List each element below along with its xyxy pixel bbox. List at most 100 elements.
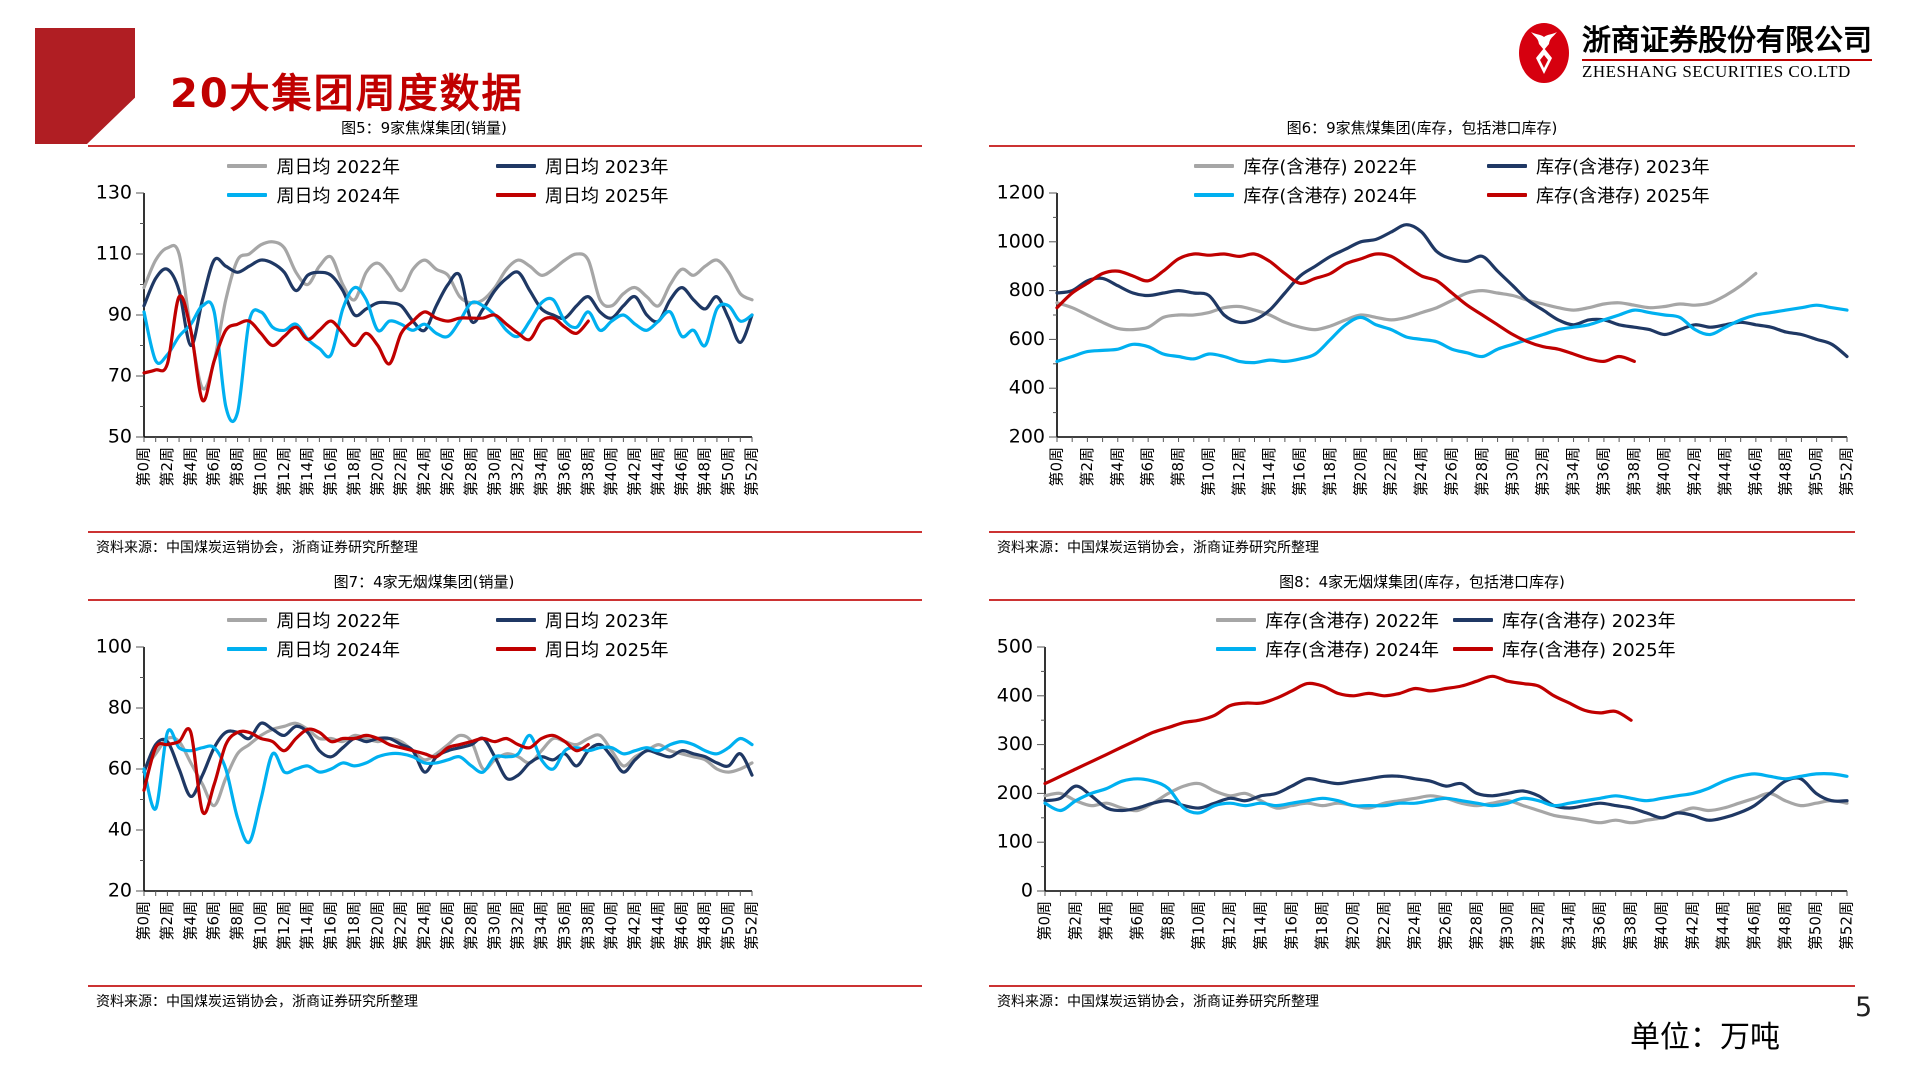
x-tick-label: 第10周 (1199, 447, 1217, 496)
chart-legend: 库存(含港存) 2022年 库存(含港存) 2023年 库存(含港存) 2024年 库… (1045, 607, 1847, 662)
tick-marks (1049, 192, 1848, 442)
figure-panel-6: 图6：9家焦煤集团(库存，包括港口库存) 库存(含港存) 2022年 库存(含港存… (989, 112, 1856, 557)
legend-item: 周日均 2022年 (227, 607, 400, 633)
legend-label: 周日均 2025年 (545, 640, 669, 661)
chart-legend: 周日均 2022年 周日均 2023年 周日均 2024年 周日均 2025年 (144, 607, 752, 662)
x-tick-label: 第50周 (1807, 447, 1825, 496)
x-tick-label: 第26周 (439, 901, 457, 950)
y-tick-label: 80 (108, 697, 132, 719)
series-lines (142, 721, 754, 845)
x-tick-label: 第6周 (205, 901, 223, 941)
chart-plot: 507090110130第0周 第2周 第4周 第6周 第8周 第10周 第12周 第14周第… (96, 182, 761, 497)
red-divider (88, 531, 922, 533)
x-tick-label: 第28周 (1467, 901, 1485, 950)
x-tick-label: 第46周 (1745, 901, 1763, 950)
x-tick-label: 第20周 (1344, 901, 1362, 950)
series-line (142, 728, 754, 845)
x-tick-label: 第4周 (181, 901, 199, 941)
x-tick-label: 第40周 (602, 447, 620, 496)
x-tick-label: 第28周 (462, 901, 480, 950)
x-tick-label: 第4周 (1108, 447, 1126, 487)
x-tick-label: 第18周 (345, 447, 363, 496)
tick-marks (136, 646, 753, 896)
x-tick-label: 第44周 (1714, 901, 1732, 950)
x-tick-label: 第6周 (1139, 447, 1157, 487)
logo-name-cn: 浙商证券股份有限公司 (1581, 24, 1872, 57)
y-tick-label: 800 (1009, 279, 1045, 301)
x-tick-label: 第48周 (1777, 447, 1795, 496)
series-lines (142, 240, 754, 423)
x-tick-label: 第0周 (135, 901, 153, 941)
x-tick-label: 第32周 (509, 901, 527, 950)
source-note: 资料来源：中国煤炭运销协会，浙商证券研究所整理 (997, 994, 1319, 1010)
x-tick-label: 第36周 (1591, 901, 1609, 950)
x-tick-label: 第36周 (1594, 447, 1612, 496)
x-tick-label: 第48周 (696, 901, 714, 950)
chart-plot: 0100200300400500第0周 第2周 第4周 第6周 第8周 第10周 第12周第… (997, 636, 1856, 951)
x-tick-label: 第52周 (1838, 901, 1856, 950)
y-tick-label: 100 (997, 831, 1033, 853)
unit-note: 单位：万吨 (1630, 1020, 1780, 1055)
legend-item: 库存(含港存) 2022年 (1216, 607, 1439, 633)
x-tick-label: 第8周 (1159, 901, 1177, 941)
figure-title: 图7：4家无烟煤集团(销量) (333, 573, 515, 591)
series-line (1043, 674, 1633, 786)
legend-swatch (227, 193, 268, 197)
legend-swatch (1194, 193, 1235, 197)
x-tick-label: 第48周 (1776, 901, 1794, 950)
series-line (1055, 223, 1849, 359)
red-divider (989, 145, 1855, 147)
x-tick-label: 第40周 (1655, 447, 1673, 496)
y-tick-label: 60 (108, 758, 132, 780)
x-tick-label: 第22周 (392, 901, 410, 950)
x-tick-label: 第50周 (1807, 901, 1825, 950)
legend-label: 周日均 2022年 (276, 611, 400, 632)
red-divider (989, 599, 1855, 601)
x-tick-label: 第22周 (392, 447, 410, 496)
legend-swatch (1216, 647, 1257, 651)
figure-panel-7: 图7：4家无烟煤集团(销量) 周日均 2022年 周日均 2023年 周日均 202… (88, 566, 922, 1011)
x-tick-label: 第42周 (626, 447, 644, 496)
series-lines (1043, 674, 1849, 825)
x-tick-label: 第52周 (1838, 447, 1856, 496)
line-chart-sales-anthracite: 周日均 2022年 周日均 2023年 周日均 2024年 周日均 2025年 20 40… (88, 607, 761, 985)
tick-marks (136, 192, 753, 442)
legend-item: 周日均 2023年 (496, 153, 669, 179)
legend-item: 库存(含港存) 2023年 (1453, 607, 1676, 633)
y-tick-label: 200 (997, 782, 1033, 804)
axis-labels: 20040060080010001200第0周 第2周 第4周 第6周 第8周 第10周第… (997, 182, 1856, 497)
x-tick-label: 第30周 (1498, 901, 1516, 950)
axis-labels: 0100200300400500第0周 第2周 第4周 第6周 第8周 第10周 第12周第… (997, 636, 1856, 951)
legend-label: 库存(含港存) 2023年 (1502, 611, 1676, 632)
x-tick-label: 第42周 (1686, 447, 1704, 496)
y-tick-label: 300 (997, 733, 1033, 755)
chart-plot: 20040060080010001200第0周 第2周 第4周 第6周 第8周 第10周第… (997, 182, 1856, 497)
axes (143, 647, 752, 892)
x-tick-label: 第38周 (579, 447, 597, 496)
x-tick-label: 第24周 (415, 901, 433, 950)
legend-label: 库存(含港存) 2024年 (1243, 186, 1417, 207)
x-tick-label: 第0周 (135, 447, 153, 487)
source-note: 资料来源：中国煤炭运销协会，浙商证券研究所整理 (997, 540, 1319, 556)
legend-label: 周日均 2025年 (545, 186, 669, 207)
x-tick-label: 第38周 (1622, 901, 1640, 950)
figure-title: 图5：9家焦煤集团(销量) (341, 119, 507, 137)
x-tick-label: 第44周 (1716, 447, 1734, 496)
x-tick-label: 第38周 (579, 901, 597, 950)
chart-legend: 库存(含港存) 2022年 库存(含港存) 2023年 库存(含港存) 2024年 库… (1057, 153, 1847, 208)
y-tick-label: 90 (108, 304, 132, 326)
legend-item: 库存(含港存) 2025年 (1453, 636, 1676, 662)
series-line (142, 727, 590, 816)
y-tick-label: 100 (96, 636, 132, 658)
axes (143, 193, 752, 438)
x-tick-label: 第12周 (1221, 901, 1239, 950)
red-divider (989, 985, 1855, 987)
x-tick-label: 第34周 (1560, 901, 1578, 950)
x-tick-label: 第14周 (298, 901, 316, 950)
legend-item: 周日均 2025年 (496, 182, 669, 208)
series-line (1055, 252, 1636, 364)
x-tick-label: 第40周 (602, 901, 620, 950)
legend-swatch (496, 647, 536, 651)
y-tick-label: 400 (997, 684, 1033, 706)
